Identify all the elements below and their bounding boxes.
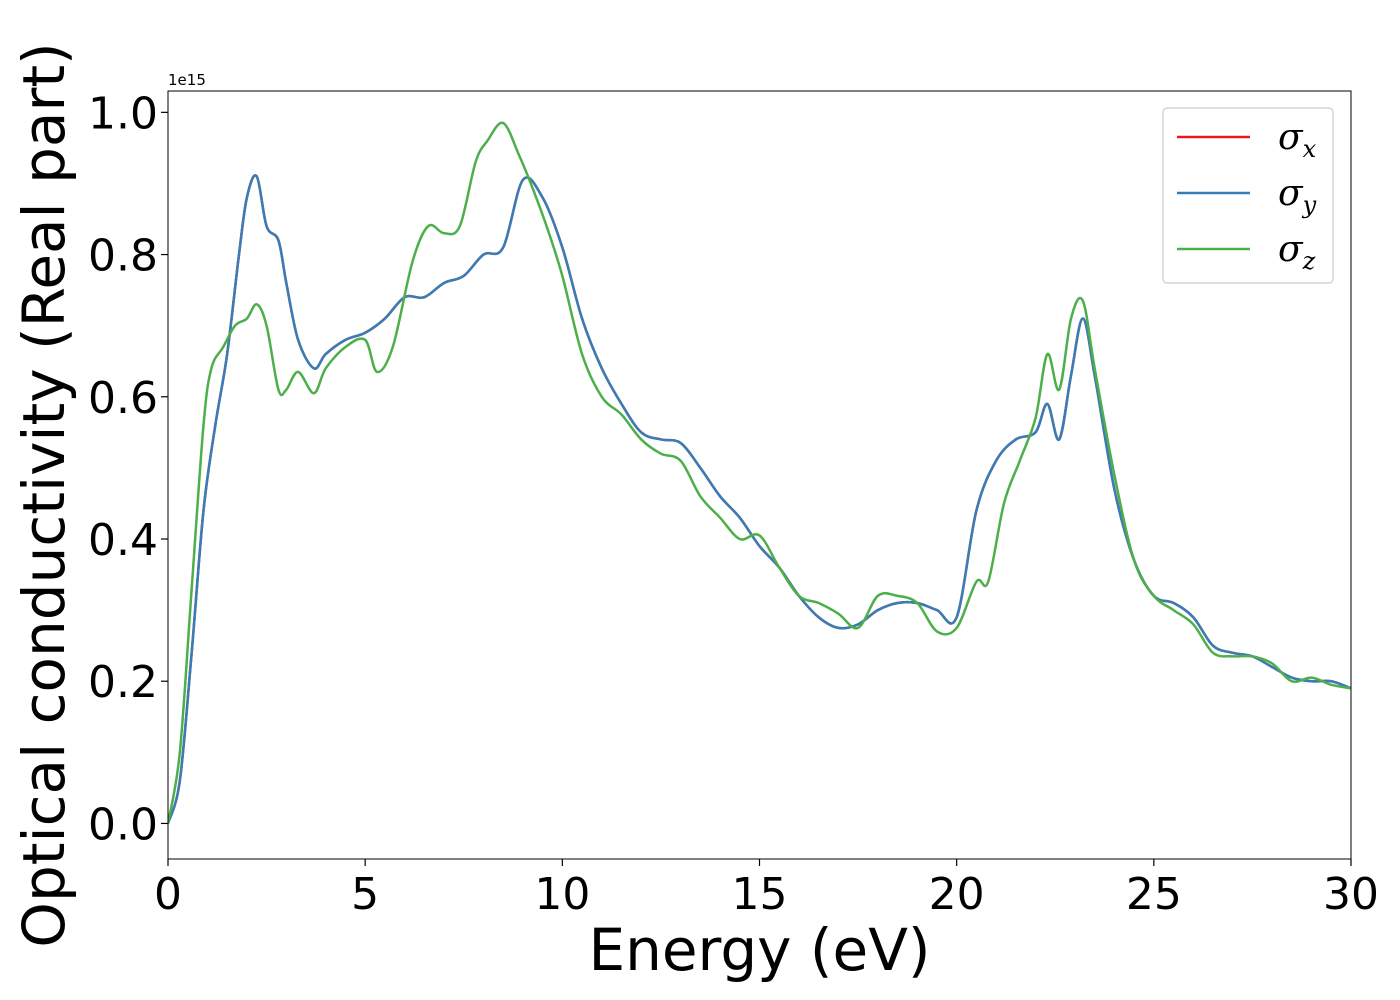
y-axis-title: Optical conductivity (Real part) bbox=[10, 42, 78, 947]
y-tick-label: 0.8 bbox=[88, 231, 158, 282]
x-tick-label: 0 bbox=[154, 869, 182, 920]
y-tick-label: 1.0 bbox=[88, 88, 158, 139]
x-tick-label: 10 bbox=[534, 869, 590, 920]
legend-label-x: σx bbox=[1278, 117, 1317, 163]
y-tick-label: 0.6 bbox=[88, 373, 158, 424]
legend-box bbox=[1162, 107, 1334, 284]
y-tick-label: 0.2 bbox=[88, 657, 158, 708]
x-axis-title: Energy (eV) bbox=[588, 916, 930, 984]
legend-label-y: σy bbox=[1278, 173, 1317, 219]
y-tick-label: 0.4 bbox=[88, 515, 158, 566]
legend-label-z: σz bbox=[1278, 229, 1316, 275]
y-axis-offset-text: 1e15 bbox=[168, 71, 206, 89]
legend: σx σy σz bbox=[1162, 107, 1334, 284]
x-tick-label: 5 bbox=[351, 869, 379, 920]
series-layer bbox=[168, 121, 1351, 824]
x-tick-label: 30 bbox=[1323, 869, 1379, 920]
series-line-z bbox=[168, 121, 1351, 824]
x-tick-label: 15 bbox=[732, 869, 788, 920]
axis-ticks: 0 5 10 15 20 25 30 0.0 0.2 0.4 0.6 0.8 1.0 bbox=[88, 88, 1379, 920]
x-tick-label: 25 bbox=[1126, 869, 1182, 920]
series-line-y bbox=[168, 174, 1351, 824]
x-tick-label: 20 bbox=[929, 869, 985, 920]
y-tick-label: 0.0 bbox=[88, 799, 158, 850]
